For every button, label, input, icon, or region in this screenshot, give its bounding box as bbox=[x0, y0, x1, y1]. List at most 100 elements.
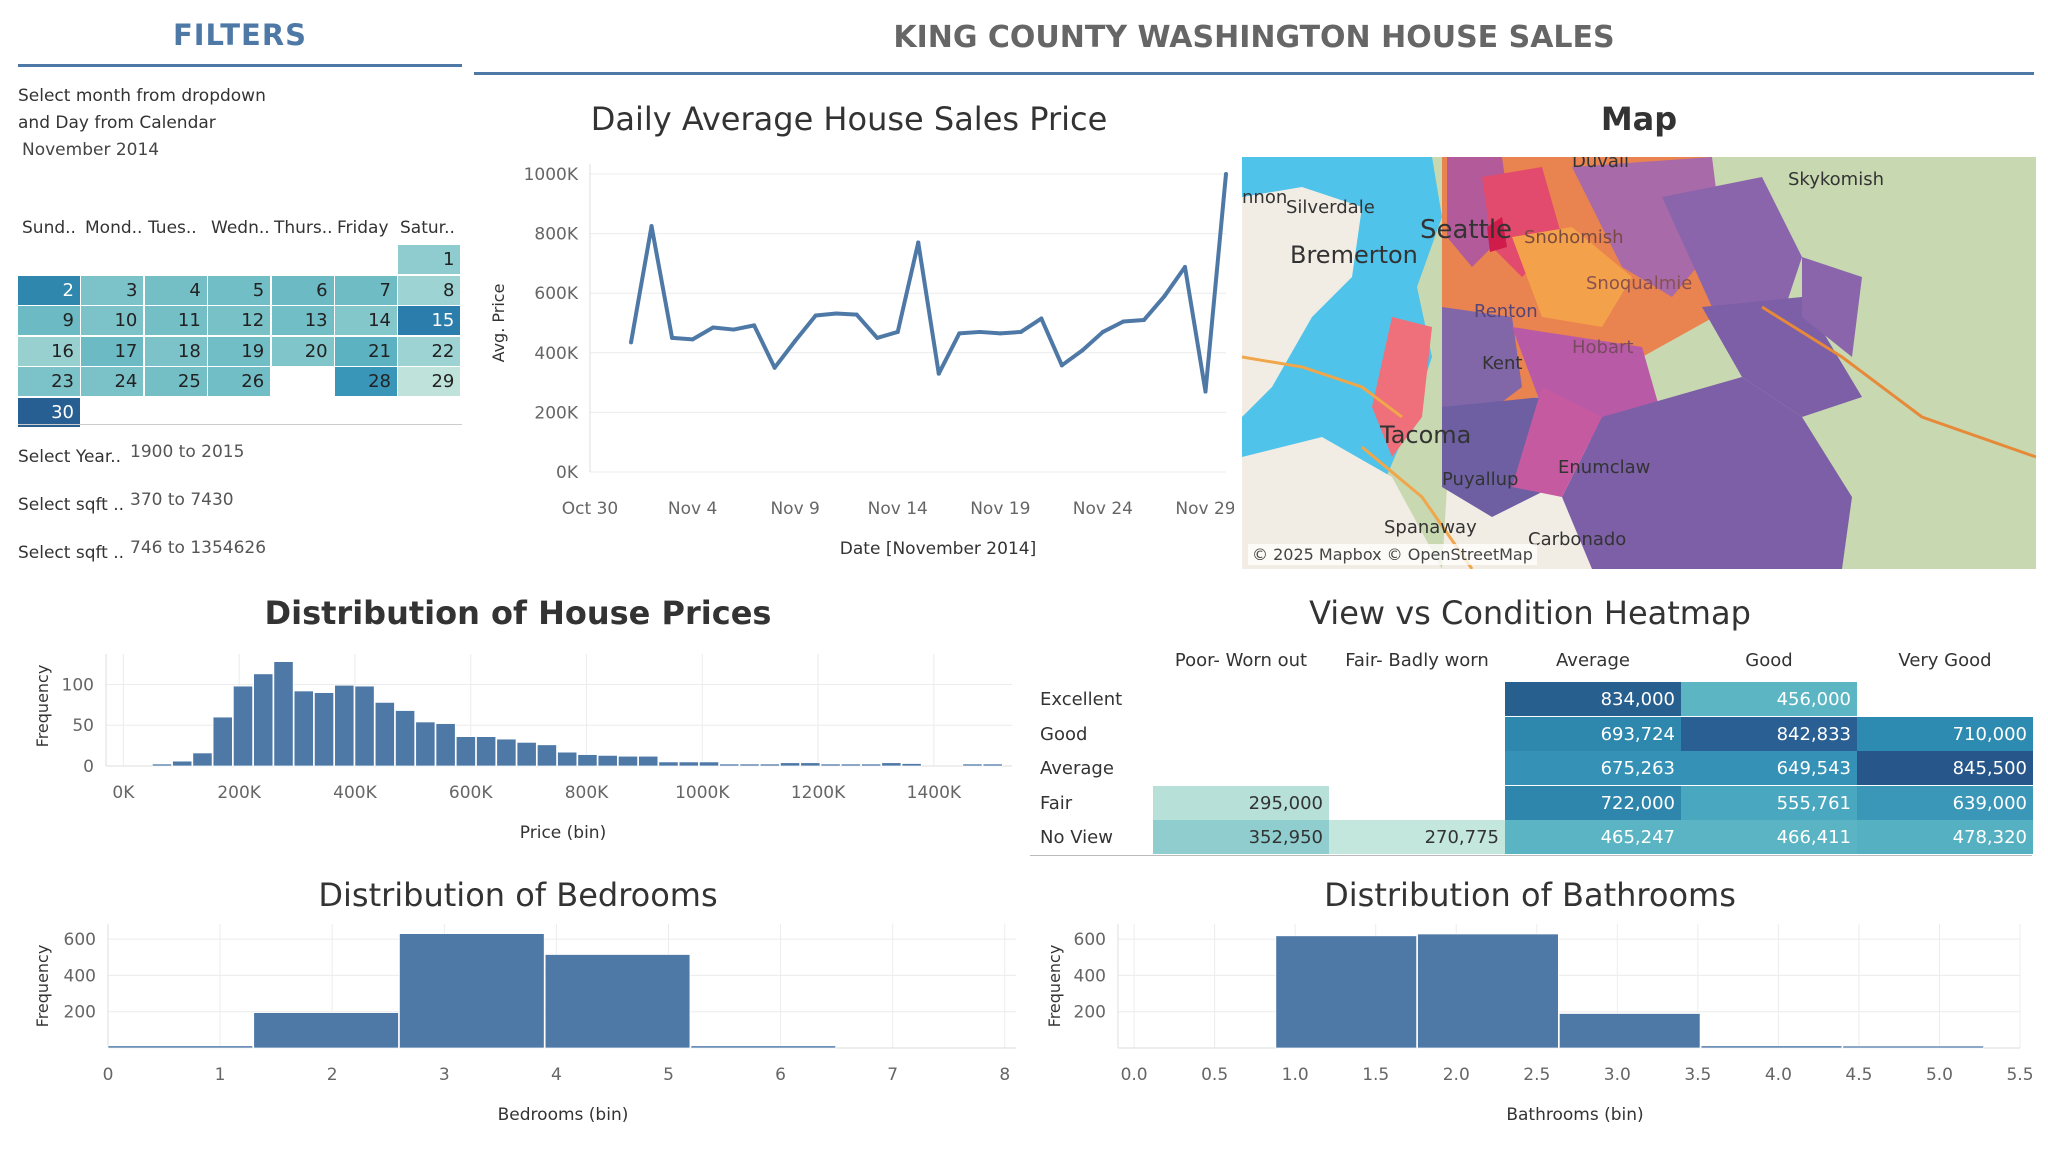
calendar-day-24[interactable]: 24 bbox=[81, 367, 144, 396]
calendar-day-6[interactable]: 6 bbox=[271, 275, 334, 305]
heatmap-cell-2-2[interactable]: 675,263 bbox=[1505, 751, 1681, 786]
price-hist-ylabel: Frequency bbox=[33, 665, 52, 748]
heatmap-cell-2-3[interactable]: 649,543 bbox=[1681, 751, 1857, 786]
sqft-lot-filter-range[interactable]: 746 to 1354626 bbox=[130, 538, 267, 558]
line-chart-ytick-1: 200K bbox=[534, 403, 578, 423]
heatmap-cell-1-3[interactable]: 842,833 bbox=[1681, 716, 1857, 751]
calendar-day-19[interactable]: 19 bbox=[208, 336, 271, 366]
line-point-nov-15 bbox=[916, 240, 921, 245]
price-hist-xtick-5: 1000K bbox=[675, 783, 730, 803]
heatmap-cell-3-3[interactable]: 555,761 bbox=[1681, 785, 1857, 820]
bed-hist-xtick-0: 0 bbox=[103, 1065, 114, 1085]
calendar-day-11[interactable]: 11 bbox=[144, 306, 207, 335]
calendar-day-12[interactable]: 12 bbox=[208, 306, 271, 335]
heatmap-cell-2-4[interactable]: 845,500 bbox=[1857, 751, 2033, 786]
price-hist-bar-35 bbox=[861, 763, 882, 767]
price-hist-bar-21 bbox=[577, 754, 598, 767]
line-chart-ytick-0: 0K bbox=[556, 463, 579, 483]
calendar-day-2[interactable]: 2 bbox=[18, 275, 80, 305]
heatmap-cell-0-3[interactable]: 456,000 bbox=[1681, 682, 1857, 716]
year-filter-range[interactable]: 1900 to 2015 bbox=[130, 442, 245, 462]
heatmap-title: View vs Condition Heatmap bbox=[1309, 594, 1751, 632]
heatmap-cell-4-2[interactable]: 465,247 bbox=[1505, 820, 1681, 855]
line-point-nov-27 bbox=[1162, 294, 1167, 299]
map-attribution[interactable]: © 2025 Mapbox © OpenStreetMap bbox=[1248, 544, 1537, 565]
line-chart-xtick-5: Nov 24 bbox=[1073, 499, 1133, 519]
calendar-day-30[interactable]: 30 bbox=[18, 397, 80, 427]
price-hist-bar-20 bbox=[557, 751, 578, 767]
calendar-day-15[interactable]: 15 bbox=[398, 306, 461, 335]
calendar-day-18[interactable]: 18 bbox=[144, 336, 207, 366]
line-point-nov-8 bbox=[772, 365, 777, 370]
calendar-day-8[interactable]: 8 bbox=[398, 275, 461, 305]
dashboard-title: KING COUNTY WASHINGTON HOUSE SALES bbox=[893, 20, 1615, 55]
price-hist-bar-10 bbox=[354, 685, 375, 767]
heatmap-bottom-rule bbox=[1030, 855, 2032, 856]
calendar-day-26[interactable]: 26 bbox=[208, 367, 271, 396]
calendar-day-9[interactable]: 9 bbox=[18, 306, 80, 335]
month-dropdown[interactable]: November 2014 bbox=[22, 140, 160, 160]
calendar-day-13[interactable]: 13 bbox=[271, 306, 334, 335]
heatmap-cell-3-4[interactable]: 639,000 bbox=[1857, 785, 2033, 820]
calendar-day-10[interactable]: 10 bbox=[81, 306, 144, 335]
calendar-day-3[interactable]: 3 bbox=[81, 275, 144, 305]
calendar-day-25[interactable]: 25 bbox=[144, 367, 207, 396]
map-label-spanaway: Spanaway bbox=[1384, 517, 1477, 538]
heatmap-cell-4-0[interactable]: 352,950 bbox=[1153, 820, 1329, 855]
price-hist-bar-12 bbox=[395, 710, 416, 767]
price-hist-ytick-0: 0 bbox=[83, 757, 94, 777]
heatmap-row-header-3: Fair bbox=[1040, 792, 1073, 814]
calendar-day-29[interactable]: 29 bbox=[398, 367, 461, 396]
calendar-day-5[interactable]: 5 bbox=[208, 275, 271, 305]
heatmap-cell-4-3[interactable]: 466,411 bbox=[1681, 820, 1857, 855]
calendar-day-17[interactable]: 17 bbox=[81, 336, 144, 366]
calendar-day-headers: Sund.. Mond.. Tues.. Wedn.. Thurs.. Friday Sat… bbox=[18, 218, 462, 244]
heatmap-cell-4-1[interactable]: 270,775 bbox=[1329, 820, 1505, 855]
calendar-day-4[interactable]: 4 bbox=[144, 275, 207, 305]
calendar-day-1[interactable]: 1 bbox=[398, 245, 461, 274]
calendar-day-14[interactable]: 14 bbox=[335, 306, 397, 335]
heatmap-cell-1-2[interactable]: 693,724 bbox=[1505, 716, 1681, 751]
sqft-living-filter-range[interactable]: 370 to 7430 bbox=[130, 490, 234, 510]
price-hist-bar-23 bbox=[617, 755, 638, 767]
king-county-map[interactable]: Silverdale Bremerton Seattle Tacoma Puya… bbox=[1242, 157, 2036, 569]
bath-hist-xtick-11: 5.5 bbox=[2006, 1065, 2033, 1085]
line-point-nov-30 bbox=[1224, 172, 1228, 176]
heatmap-col-header-2: Average bbox=[1556, 650, 1630, 671]
heatmap-row-header-4: No View bbox=[1040, 827, 1113, 849]
heatmap-cell-0-2[interactable]: 834,000 bbox=[1505, 682, 1681, 716]
line-chart-ytick-3: 600K bbox=[534, 284, 578, 304]
bath-hist-ytick-2: 600 bbox=[1074, 930, 1106, 950]
calendar-day-28[interactable]: 28 bbox=[335, 367, 397, 396]
heatmap-cell-4-4[interactable]: 478,320 bbox=[1857, 820, 2033, 855]
calendar-day-22[interactable]: 22 bbox=[398, 336, 461, 366]
price-histogram: 0K 200K 400K 600K 800K 1000K 1200K 1400K 0 50 100 P… bbox=[33, 654, 1012, 843]
calendar-day-23[interactable]: 23 bbox=[18, 367, 80, 396]
bath-hist-xtick-8: 4.0 bbox=[1765, 1065, 1792, 1085]
price-hist-xtick-4: 800K bbox=[565, 783, 609, 803]
heatmap-cell-3-0[interactable]: 295,000 bbox=[1153, 785, 1329, 820]
bath-hist-bar-2 bbox=[1417, 933, 1559, 1049]
price-hist-xtick-0: 0K bbox=[112, 783, 135, 803]
map-title: Map bbox=[1600, 100, 1678, 138]
view-condition-heatmap: Poor- Worn out Fair- Badly worn Average Goo… bbox=[1030, 648, 2033, 856]
price-hist-bar-33 bbox=[820, 763, 841, 767]
line-point-nov-7 bbox=[752, 323, 757, 328]
price-hist-bar-25 bbox=[658, 761, 679, 767]
price-hist-bar-27 bbox=[699, 761, 719, 767]
calendar-day-16[interactable]: 16 bbox=[18, 336, 80, 366]
map-label-puyallup: Puyallup bbox=[1442, 469, 1519, 490]
price-hist-bar-19 bbox=[536, 744, 557, 767]
calendar-day-21[interactable]: 21 bbox=[335, 336, 397, 366]
heatmap-cell-1-4[interactable]: 710,000 bbox=[1857, 716, 2033, 751]
heatmap-cell-3-2[interactable]: 722,000 bbox=[1505, 785, 1681, 820]
map-label-kent: Kent bbox=[1482, 353, 1523, 374]
bed-hist-xlabel: Bedrooms (bin) bbox=[498, 1105, 629, 1125]
heatmap-col-header-3: Good bbox=[1745, 650, 1793, 671]
price-hist-xtick-6: 1200K bbox=[791, 783, 846, 803]
calendar-day-7[interactable]: 7 bbox=[335, 275, 397, 305]
bath-hist-ytick-0: 200 bbox=[1074, 1003, 1106, 1023]
bed-hist-xtick-1: 1 bbox=[215, 1065, 226, 1085]
calendar-day-20[interactable]: 20 bbox=[271, 336, 334, 366]
line-point-nov-16 bbox=[936, 371, 941, 376]
